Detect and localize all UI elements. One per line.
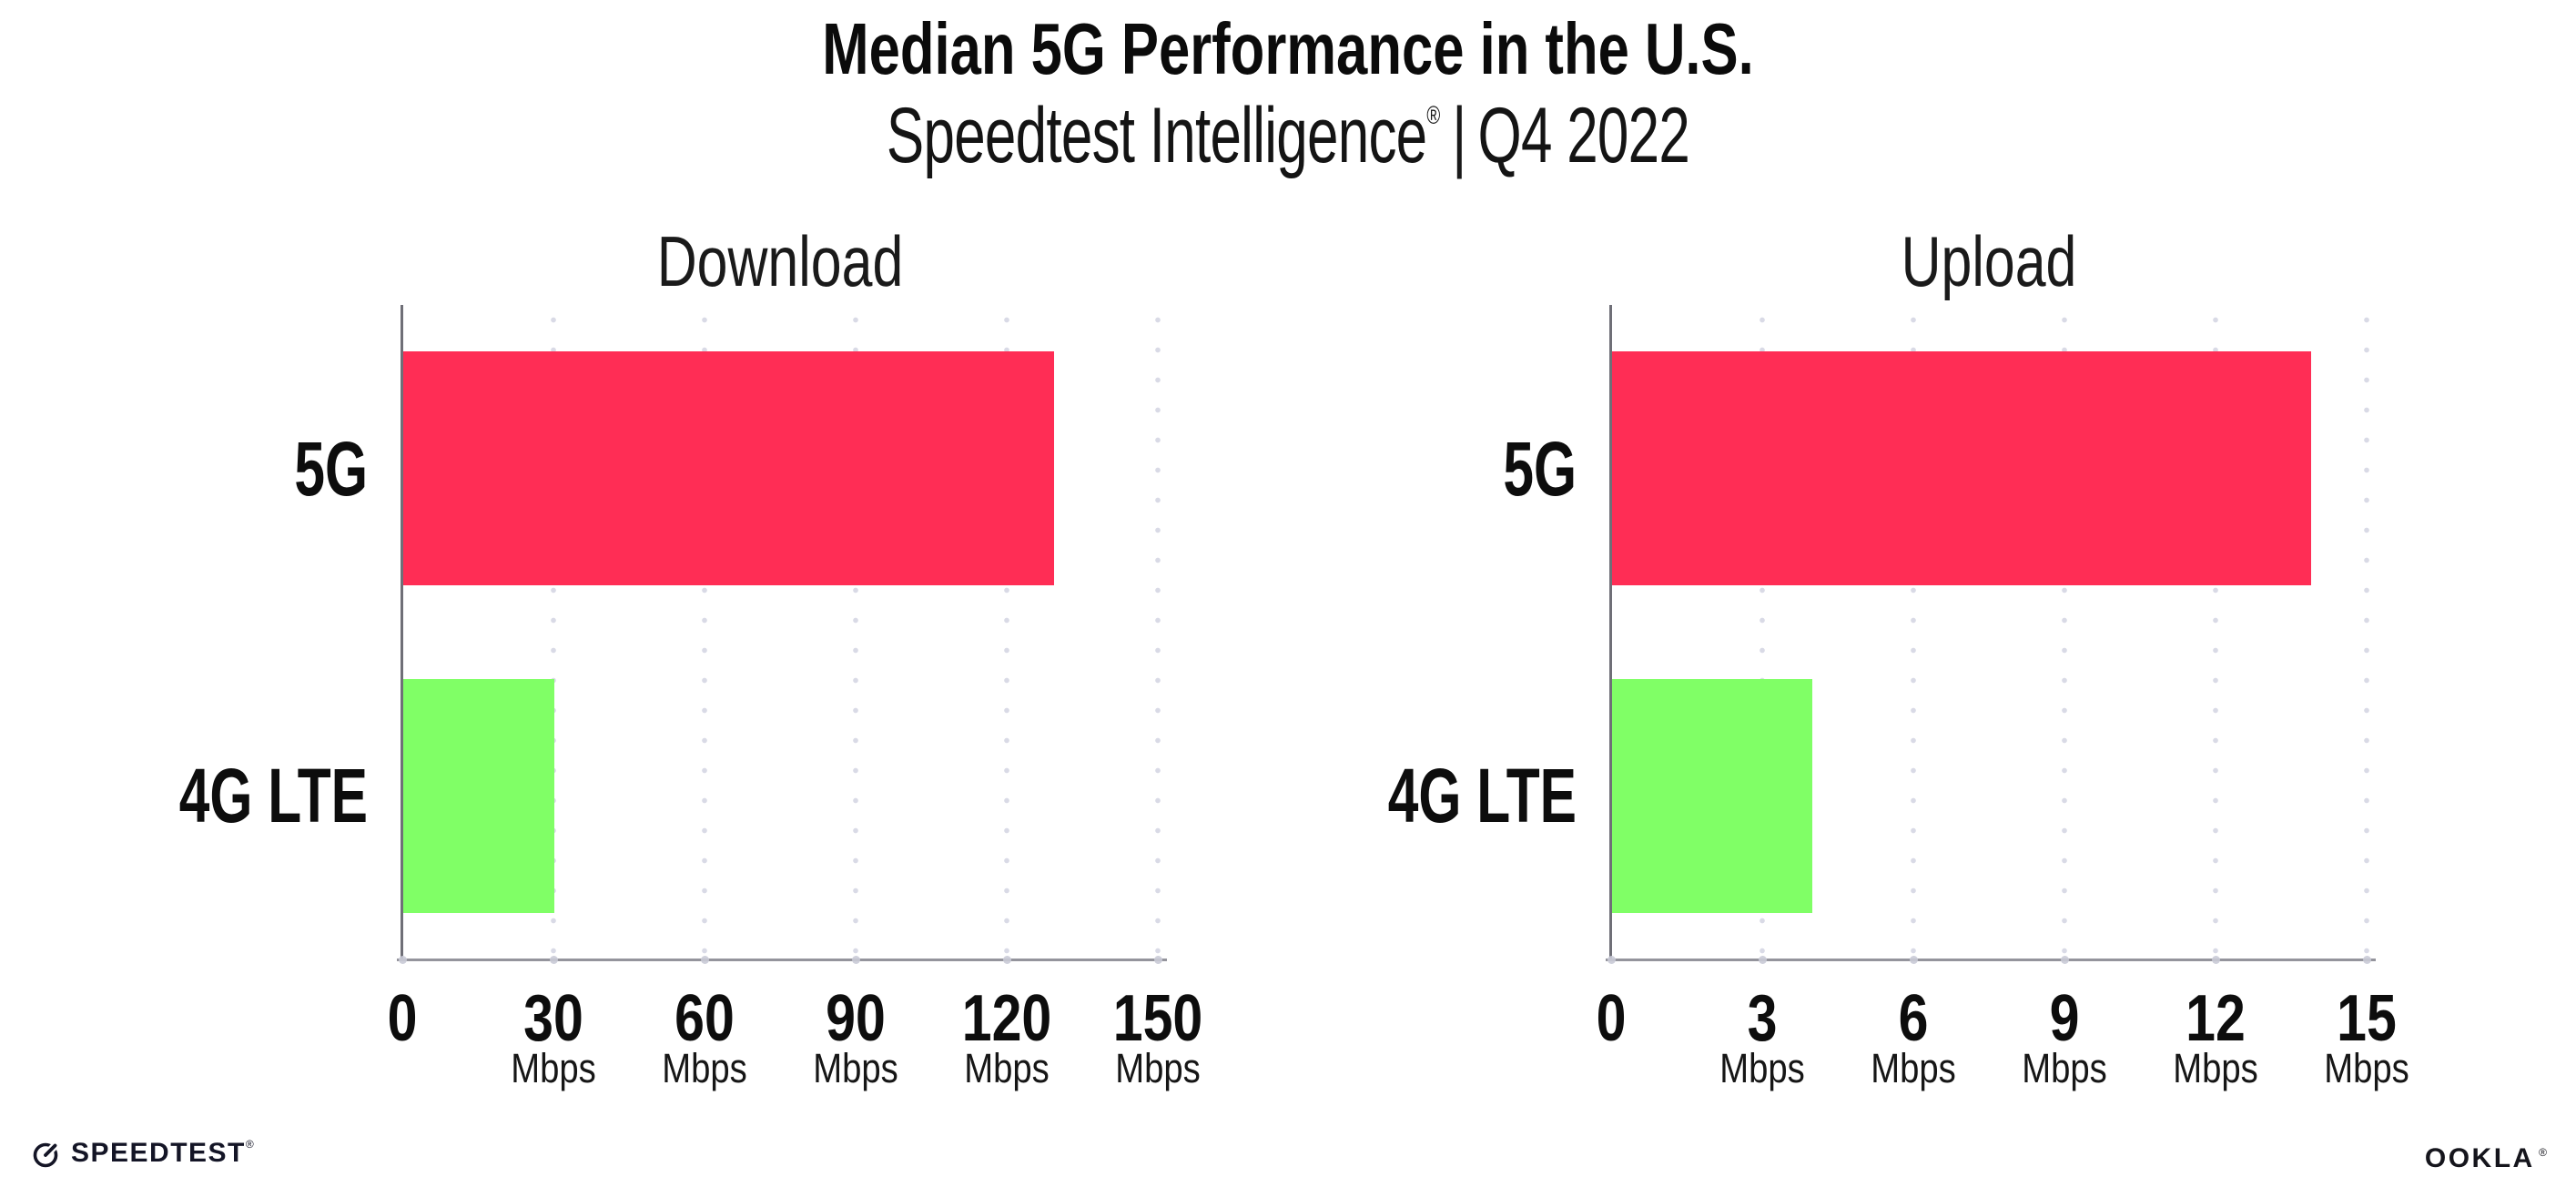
x-tick-label: 3	[1747, 982, 1778, 1055]
gridline	[2364, 305, 2369, 959]
speedtest-logo-text: SPEEDTEST	[71, 1138, 246, 1168]
axis-tick-dot	[1002, 956, 1011, 964]
y-axis-line	[401, 305, 403, 961]
x-tick-label: 120	[961, 982, 1052, 1055]
x-tick-unit-label: Mbps	[964, 1045, 1050, 1091]
x-tick-label: 30	[523, 982, 583, 1055]
chart-title: Upload	[1901, 221, 2077, 301]
axis-tick-dot	[1758, 956, 1767, 964]
gridline	[2213, 305, 2218, 959]
x-tick-label: 90	[826, 982, 886, 1055]
x-axis-line	[397, 959, 1167, 961]
y-axis-line	[1609, 305, 1612, 961]
speedtest-registered-icon: ®	[245, 1138, 254, 1151]
registered-trademark-icon: ®	[1426, 101, 1441, 129]
x-axis-line	[1606, 959, 2376, 961]
axis-tick-dot	[2211, 956, 2220, 964]
axis-tick-dot	[1153, 956, 1162, 964]
speedtest-logo: SPEEDTEST ®	[33, 1138, 254, 1169]
gridline	[853, 305, 858, 959]
category-label: 4G LTE	[1387, 753, 1577, 839]
x-tick-unit-label: Mbps	[813, 1045, 898, 1091]
gridline	[1911, 305, 1916, 959]
x-tick-label: 0	[387, 982, 418, 1055]
axis-tick-dot	[1607, 956, 1616, 964]
x-tick-unit-label: Mbps	[1719, 1045, 1805, 1091]
category-label: 5G	[294, 425, 368, 512]
x-tick-label: 12	[2186, 982, 2246, 1055]
ookla-logo: OOKLA ®	[2425, 1143, 2547, 1174]
x-tick-label: 9	[2049, 982, 2080, 1055]
x-tick-label: 150	[1112, 982, 1203, 1055]
gridline	[1155, 305, 1161, 959]
category-label: 5G	[1503, 425, 1577, 512]
chart-title: Download	[656, 221, 904, 301]
x-tick-label: 60	[674, 982, 735, 1055]
axis-tick-dot	[549, 956, 558, 964]
x-tick-label: 6	[1898, 982, 1929, 1055]
x-tick-unit-label: Mbps	[2022, 1045, 2107, 1091]
gridline	[551, 305, 556, 959]
x-tick-label: 0	[1596, 982, 1627, 1055]
axis-tick-dot	[398, 956, 407, 964]
page-title: Median 5G Performance in the U.S.	[822, 8, 1754, 89]
x-tick-unit-label: Mbps	[1871, 1045, 1956, 1091]
subtitle-period: Q4 2022	[1477, 92, 1690, 179]
axis-tick-dot	[700, 956, 709, 964]
speedtest-gauge-icon	[33, 1141, 60, 1168]
x-tick-unit-label: Mbps	[662, 1045, 747, 1091]
category-label: 4G LTE	[178, 753, 368, 839]
axis-tick-dot	[851, 956, 860, 964]
subtitle-brand: Speedtest Intelligence	[886, 92, 1427, 179]
bar-4g-lte	[402, 678, 554, 913]
page-subtitle: Speedtest Intelligence® | Q4 2022	[360, 95, 2216, 195]
x-tick-unit-label: Mbps	[511, 1045, 596, 1091]
x-tick-unit-label: Mbps	[2173, 1045, 2258, 1091]
gridline	[2062, 305, 2067, 959]
gridline	[1004, 305, 1009, 959]
bar-5g	[1611, 351, 2312, 586]
gridline	[702, 305, 707, 959]
gridline	[1760, 305, 1765, 959]
axis-tick-dot	[2060, 956, 2069, 964]
bar-5g	[402, 351, 1054, 586]
x-tick-label: 15	[2337, 982, 2397, 1055]
axis-tick-dot	[2362, 956, 2371, 964]
subtitle-separator: |	[1452, 92, 1466, 179]
x-tick-unit-label: Mbps	[2324, 1045, 2409, 1091]
axis-tick-dot	[1909, 956, 1918, 964]
ookla-logo-text: OOKLA	[2424, 1143, 2535, 1173]
bar-4g-lte	[1611, 678, 1813, 913]
x-tick-unit-label: Mbps	[1115, 1045, 1201, 1091]
ookla-registered-icon: ®	[2539, 1146, 2547, 1159]
